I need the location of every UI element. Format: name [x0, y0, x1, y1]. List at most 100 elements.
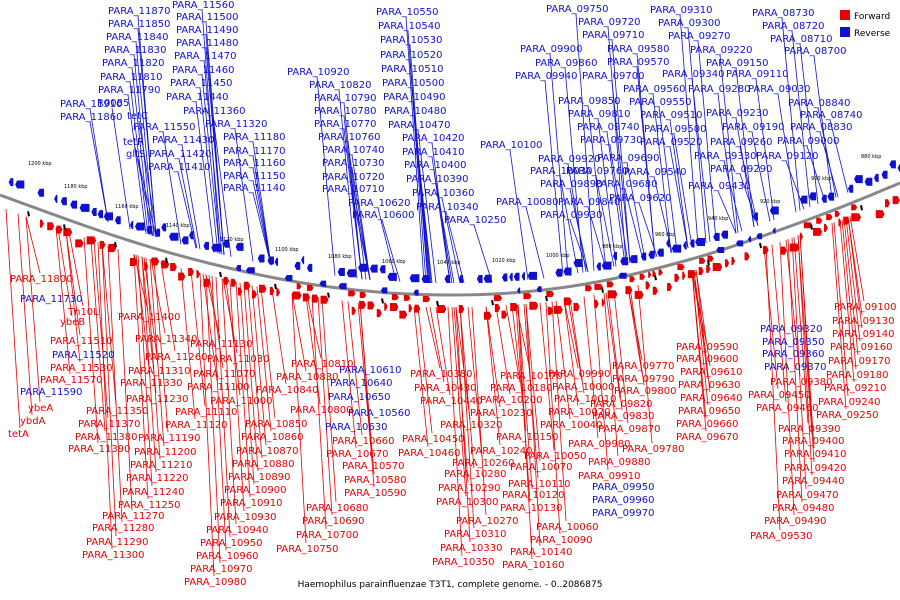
forward-gene-label[interactable]: PARA_10120 — [502, 490, 564, 501]
forward-gene-label[interactable]: PARA_09240 — [818, 397, 880, 408]
reverse-gene-label[interactable]: PARA_11830 — [104, 45, 166, 56]
reverse-gene-label[interactable]: PARA_09310 — [650, 5, 712, 16]
forward-gene-label[interactable]: PARA_10150 — [496, 432, 558, 443]
forward-gene-label[interactable]: PARA_10020 — [548, 407, 610, 418]
reverse-gene-label[interactable]: PARA_10360 — [412, 188, 474, 199]
forward-gene-label[interactable]: PARA_11250 — [118, 500, 180, 511]
reverse-gene-label[interactable]: PARA_11150 — [223, 171, 285, 182]
forward-gene-label[interactable]: PARA_11260 — [145, 352, 207, 363]
reverse-gene-label[interactable]: PARA_10390 — [406, 174, 468, 185]
forward-gene-label[interactable]: PARA_10280 — [444, 469, 506, 480]
forward-gene-label[interactable]: PARA_10140 — [510, 547, 572, 558]
forward-gene-label[interactable]: PARA_09800 — [614, 386, 676, 397]
forward-gene-label[interactable]: PARA_11240 — [122, 487, 184, 498]
reverse-gene-label[interactable]: tetR — [123, 137, 144, 148]
forward-gene-label[interactable]: PARA_09460 — [756, 403, 818, 414]
reverse-gene-label[interactable]: PARA_10600 — [352, 210, 414, 221]
forward-gene-label[interactable]: PARA_10930 — [214, 512, 276, 523]
forward-gene-label[interactable]: PARA_10460 — [398, 448, 460, 459]
forward-gene-label[interactable]: PARA_11230 — [126, 394, 188, 405]
reverse-gene-label[interactable]: PARA_10250 — [444, 215, 506, 226]
forward-gene-label[interactable]: PARA_11350 — [86, 406, 148, 417]
reverse-gene-label[interactable]: PARA_11860 — [60, 112, 122, 123]
reverse-gene-label[interactable]: PARA_09110 — [726, 69, 788, 80]
forward-gene-label[interactable]: PARA_10270 — [456, 516, 518, 527]
forward-gene-label[interactable]: PARA_10230 — [470, 408, 532, 419]
reverse-gene-label[interactable]: PARA_08830 — [790, 122, 852, 133]
reverse-gene-label[interactable]: PARA_09680 — [595, 179, 657, 190]
reverse-gene-label[interactable]: PARA_10400 — [404, 160, 466, 171]
reverse-gene-label[interactable]: PARA_09320 — [760, 324, 822, 335]
forward-gene-label[interactable]: PARA_11530 — [50, 363, 112, 374]
forward-gene-label[interactable]: PARA_11380 — [75, 432, 137, 443]
forward-gene-label[interactable]: PARA_10950 — [200, 538, 262, 549]
reverse-gene-label[interactable]: R0085 — [97, 98, 129, 109]
reverse-gene-label[interactable]: PARA_10530 — [380, 35, 442, 46]
reverse-gene-label[interactable]: PARA_10500 — [382, 78, 444, 89]
forward-gene-label[interactable]: PARA_09470 — [776, 490, 838, 501]
forward-gene-label[interactable]: PARA_10830 — [276, 372, 338, 383]
reverse-gene-label[interactable]: PARA_09950 — [592, 482, 654, 493]
reverse-gene-label[interactable]: PARA_11520 — [52, 350, 114, 361]
forward-gene-label[interactable]: PARA_09480 — [772, 503, 834, 514]
reverse-gene-label[interactable]: PARA_10780 — [314, 106, 376, 117]
forward-gene-label[interactable]: PARA_10700 — [296, 530, 358, 541]
forward-gene-label[interactable]: PARA_09140 — [832, 329, 894, 340]
reverse-gene-label[interactable]: PARA_09550 — [629, 97, 691, 108]
forward-gene-label[interactable]: PARA_10660 — [332, 436, 394, 447]
reverse-gene-label[interactable]: PARA_09620 — [609, 193, 671, 204]
forward-gene-label[interactable]: PARA_09450 — [748, 390, 810, 401]
reverse-gene-label[interactable]: PARA_11560 — [172, 0, 234, 11]
forward-gene-label[interactable]: PARA_09820 — [590, 399, 652, 410]
forward-gene-label[interactable]: PARA_09250 — [816, 410, 878, 421]
forward-gene-label[interactable]: PARA_11340 — [135, 334, 197, 345]
forward-gene-label[interactable]: PARA_09780 — [622, 444, 684, 455]
forward-gene-label[interactable]: PARA_09210 — [824, 383, 886, 394]
forward-gene-label[interactable]: PARA_11370 — [78, 419, 140, 430]
reverse-gene-label[interactable]: PARA_11160 — [223, 158, 285, 169]
reverse-gene-label[interactable]: PARA_11470 — [174, 51, 236, 62]
forward-gene-label[interactable]: PARA_09420 — [784, 463, 846, 474]
reverse-gene-label[interactable]: PARA_10510 — [381, 64, 443, 75]
reverse-gene-label[interactable]: PARA_08700 — [784, 46, 846, 57]
reverse-gene-label[interactable]: PARA_09960 — [592, 495, 654, 506]
forward-gene-label[interactable]: PARA_11330 — [120, 378, 182, 389]
reverse-gene-label[interactable]: PARA_10470 — [388, 120, 450, 131]
forward-gene-label[interactable]: PARA_10320 — [440, 420, 502, 431]
reverse-gene-label[interactable]: PARA_11170 — [223, 146, 285, 157]
reverse-gene-label[interactable]: PARA_09740 — [577, 122, 639, 133]
reverse-gene-label[interactable]: PARA_10740 — [322, 145, 384, 156]
reverse-gene-label[interactable]: PARA_09860 — [535, 58, 597, 69]
forward-gene-label[interactable]: PARA_10860 — [241, 432, 303, 443]
forward-gene-label[interactable]: PARA_10330 — [440, 543, 502, 554]
reverse-gene-label[interactable]: PARA_09720 — [578, 17, 640, 28]
reverse-gene-label[interactable]: PARA_09500 — [644, 124, 706, 135]
reverse-gene-label[interactable]: PARA_08840 — [788, 98, 850, 109]
reverse-gene-label[interactable]: PARA_10650 — [328, 392, 390, 403]
forward-gene-label[interactable]: PARA_10160 — [502, 560, 564, 571]
forward-gene-label[interactable]: PARA_09640 — [680, 393, 742, 404]
forward-gene-label[interactable]: PARA_10800 — [290, 405, 352, 416]
forward-gene-label[interactable]: PARA_11100 — [187, 382, 249, 393]
reverse-gene-label[interactable]: PARA_10770 — [314, 119, 376, 130]
reverse-gene-label[interactable]: PARA_08740 — [800, 110, 862, 121]
forward-gene-label[interactable]: PARA_11210 — [130, 460, 192, 471]
reverse-gene-label[interactable]: PARA_09970 — [592, 508, 654, 519]
forward-gene-label[interactable]: PARA_10200 — [480, 395, 542, 406]
forward-gene-label[interactable]: PARA_10110 — [508, 479, 570, 490]
forward-gene-label[interactable]: PARA_09410 — [784, 449, 846, 460]
forward-gene-label[interactable]: PARA_10880 — [232, 459, 294, 470]
reverse-gene-label[interactable]: PARA_10710 — [322, 184, 384, 195]
reverse-gene-label[interactable]: PARA_10790 — [314, 93, 376, 104]
forward-gene-label[interactable]: PARA_11270 — [102, 511, 164, 522]
reverse-gene-label[interactable]: PARA_09300 — [658, 18, 720, 29]
forward-gene-label[interactable]: PARA_10840 — [256, 385, 318, 396]
forward-gene-label[interactable]: ybdA — [20, 416, 46, 427]
forward-gene-label[interactable]: PARA_10850 — [245, 419, 307, 430]
forward-gene-label[interactable]: PARA_10050 — [524, 451, 586, 462]
reverse-gene-label[interactable]: PARA_09360 — [762, 349, 824, 360]
reverse-gene-label[interactable]: PARA_10550 — [376, 7, 438, 18]
forward-gene-label[interactable]: PARA_10170 — [500, 371, 562, 382]
reverse-gene-label[interactable]: PARA_09700 — [582, 71, 644, 82]
forward-gene-label[interactable]: PARA_09650 — [678, 406, 740, 417]
